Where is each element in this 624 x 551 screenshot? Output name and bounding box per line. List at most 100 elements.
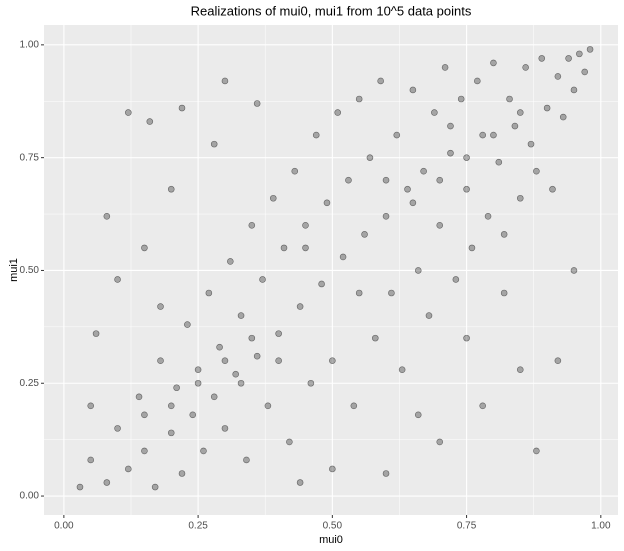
point — [232, 370, 239, 378]
point — [516, 194, 524, 202]
point — [484, 213, 492, 220]
point — [312, 131, 320, 139]
point — [200, 447, 207, 455]
point — [296, 479, 304, 486]
chart-title: Realizations of mui0, mui1 from 10^5 dat… — [191, 3, 472, 18]
point — [500, 289, 508, 297]
point — [570, 86, 578, 94]
point — [398, 366, 406, 374]
point — [452, 276, 460, 283]
point — [409, 199, 417, 207]
point — [576, 50, 583, 58]
point — [221, 77, 229, 85]
point — [227, 258, 234, 265]
point — [511, 122, 519, 130]
points — [76, 46, 594, 491]
point — [382, 213, 390, 220]
point — [463, 334, 470, 342]
point — [334, 109, 342, 116]
y-axis-label: mui1 — [8, 258, 20, 282]
y-tick-label: 0.25 — [20, 378, 40, 389]
point — [248, 334, 256, 342]
point — [474, 77, 481, 85]
y-tick-label: 1.00 — [20, 39, 40, 50]
point — [221, 425, 229, 432]
point — [436, 438, 444, 446]
point — [125, 109, 132, 116]
point — [479, 402, 486, 410]
point — [371, 334, 379, 342]
point — [76, 483, 84, 491]
point — [253, 100, 261, 107]
point — [490, 131, 497, 139]
point — [414, 267, 422, 274]
point — [259, 276, 266, 283]
point — [500, 231, 508, 238]
point — [377, 77, 384, 85]
y-tick-label: 0.50 — [20, 265, 40, 276]
point — [345, 176, 352, 184]
point — [167, 429, 175, 437]
point — [339, 253, 347, 261]
point — [318, 280, 325, 288]
point — [355, 95, 363, 103]
grid — [44, 25, 618, 515]
point — [388, 289, 395, 297]
point — [581, 68, 589, 76]
point — [554, 357, 562, 364]
point — [366, 154, 374, 161]
point — [527, 140, 535, 148]
point — [87, 456, 95, 464]
point — [559, 113, 567, 121]
point — [382, 176, 390, 184]
point — [92, 330, 100, 337]
point — [167, 185, 175, 193]
point — [87, 402, 95, 410]
point — [237, 312, 245, 319]
point — [554, 73, 562, 80]
point — [323, 199, 331, 207]
point — [302, 244, 309, 252]
point — [243, 456, 250, 464]
point — [463, 185, 470, 193]
x-tick-label: 1.00 — [591, 521, 611, 532]
point — [264, 402, 272, 410]
point — [216, 343, 223, 351]
x-tick-label: 0.00 — [54, 521, 74, 532]
point — [516, 366, 524, 374]
point — [355, 289, 363, 297]
point — [296, 303, 304, 310]
x-axis-label: mui0 — [319, 534, 343, 546]
point — [125, 465, 132, 473]
point — [538, 55, 546, 62]
point — [414, 411, 422, 419]
point — [447, 149, 454, 157]
y-tick-label: 0.00 — [20, 491, 40, 502]
point — [409, 86, 417, 94]
point — [205, 289, 213, 297]
point — [570, 267, 578, 274]
point — [468, 244, 476, 252]
point — [350, 402, 358, 410]
point — [173, 384, 180, 392]
point — [141, 411, 148, 419]
point — [184, 321, 191, 328]
point — [114, 276, 121, 283]
point — [157, 303, 164, 310]
point — [522, 64, 529, 71]
point — [189, 411, 197, 419]
point — [253, 352, 261, 360]
point — [404, 185, 411, 193]
point — [436, 222, 444, 229]
point — [269, 194, 277, 202]
point — [286, 438, 293, 446]
point — [533, 167, 540, 175]
point — [382, 470, 390, 477]
point — [549, 185, 556, 193]
point — [114, 425, 121, 432]
point — [103, 479, 111, 486]
point — [157, 357, 164, 364]
point — [307, 379, 315, 387]
point — [447, 122, 454, 130]
point — [506, 95, 513, 103]
